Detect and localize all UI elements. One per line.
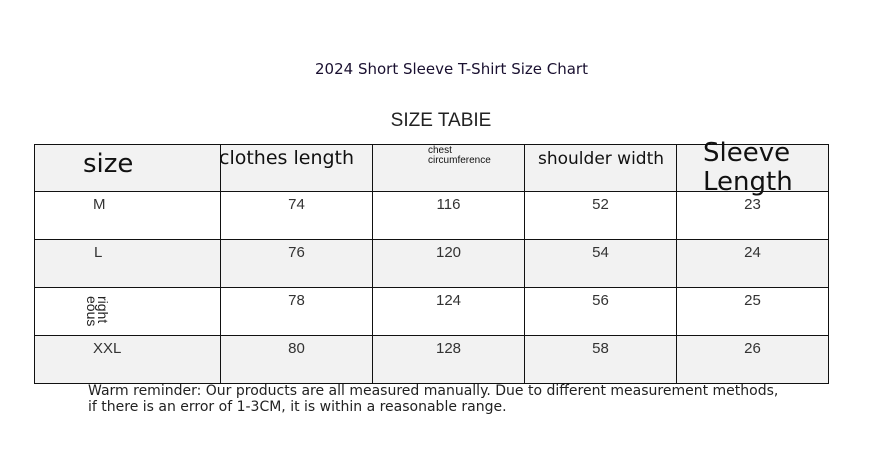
cell: right eous [34, 287, 221, 336]
table-row: L 76 120 54 24 [34, 239, 829, 288]
cell: 25 [676, 287, 829, 336]
size-value-rotated: right eous [84, 296, 111, 327]
table-row: XXL 80 128 58 26 [34, 335, 829, 384]
cell: 116 [372, 191, 525, 240]
cell: 78 [220, 287, 373, 336]
size-table: size clothes length chest circumference s… [34, 139, 829, 384]
cell: 120 [372, 239, 525, 288]
table-row: right eous 78 124 56 25 [34, 287, 829, 336]
table-header-row: size clothes length chest circumference s… [34, 139, 829, 197]
size-value: M [93, 196, 106, 213]
page-title: 2024 Short Sleeve T-Shirt Size Chart [315, 60, 588, 78]
cell: 56 [524, 287, 677, 336]
cell: 26 [676, 335, 829, 384]
header-label: clothes length [219, 147, 355, 169]
cell: 74 [220, 191, 373, 240]
cell: 52 [524, 191, 677, 240]
cell: 54 [524, 239, 677, 288]
warm-reminder-note: Warm reminder: Our products are all meas… [88, 383, 779, 415]
cell: L [34, 239, 221, 288]
cell: 24 [676, 239, 829, 288]
cell: M [34, 191, 221, 240]
cell: 128 [372, 335, 525, 384]
cell: 76 [220, 239, 373, 288]
table-subtitle: SIZE TABIE [390, 110, 492, 131]
header-sleeve-length: Sleeve Length [676, 139, 829, 197]
cell: XXL [34, 335, 221, 384]
size-value: L [94, 244, 103, 261]
header-size: size [34, 144, 221, 192]
header-clothes-length: clothes length [219, 144, 373, 192]
cell: 124 [372, 287, 525, 336]
header-chest: chest circumference [372, 144, 525, 192]
header-shoulder-width: shoulder width [524, 144, 677, 192]
header-label: circumference [428, 155, 491, 166]
header-label: size [83, 149, 134, 179]
table-row: M 74 116 52 23 [34, 191, 829, 240]
size-value: XXL [93, 340, 122, 357]
cell: 80 [220, 335, 373, 384]
header-label: chest [428, 145, 452, 156]
header-label: Sleeve [703, 138, 791, 168]
cell: 23 [676, 191, 829, 240]
header-label: shoulder width [538, 149, 665, 169]
cell: 58 [524, 335, 677, 384]
header-label: Length [703, 167, 793, 197]
